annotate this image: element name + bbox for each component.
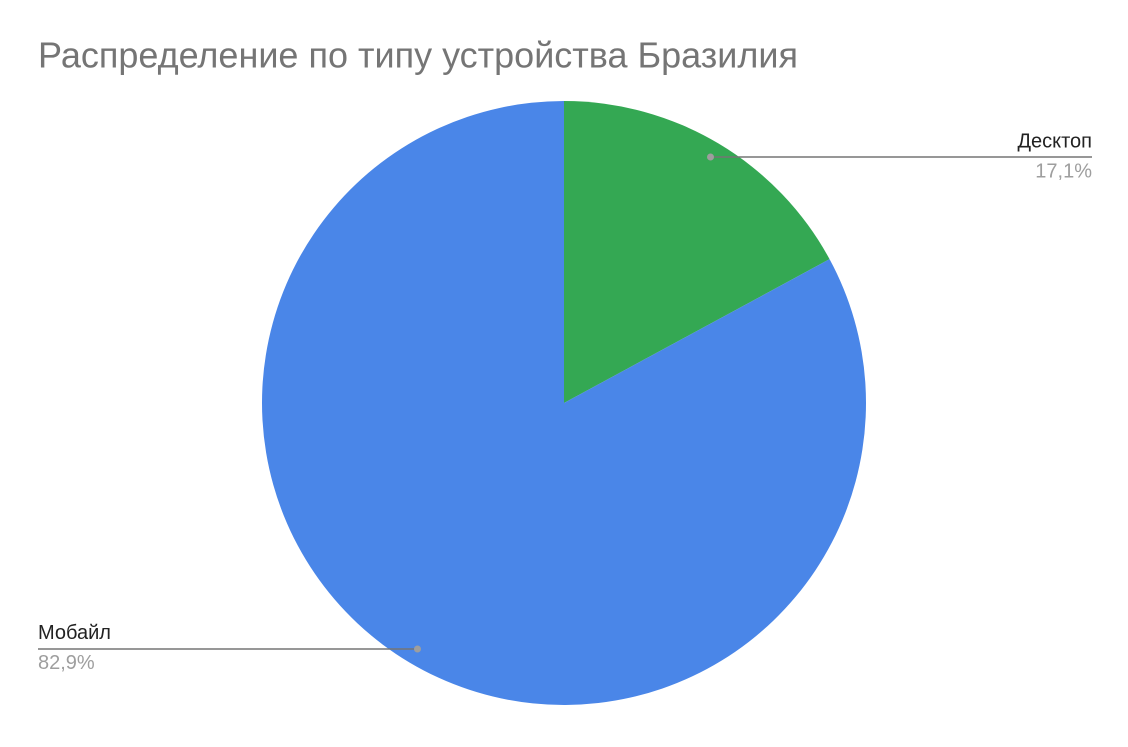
pie-slice <box>261 101 867 705</box>
slice-label: Мобайл <box>38 622 111 644</box>
slice-label: Десктоп <box>1017 130 1092 152</box>
pie-slice <box>564 101 830 403</box>
leader-dot <box>413 645 421 653</box>
slice-value-label: 82,9% <box>38 652 95 674</box>
slice-value-label: 17,1% <box>1035 160 1092 182</box>
chart-title: Распределение по типу устройства Бразили… <box>38 35 798 76</box>
leader-dot <box>707 153 715 161</box>
